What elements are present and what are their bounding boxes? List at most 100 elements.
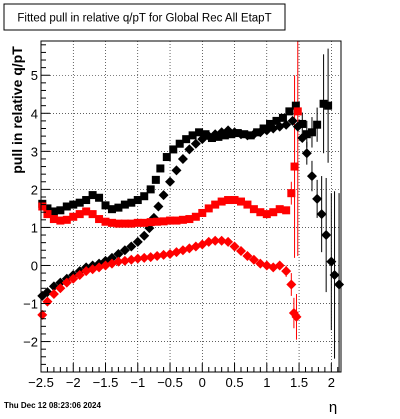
data-point-square <box>198 208 207 217</box>
data-point-square <box>62 202 71 211</box>
data-point-square <box>169 145 178 154</box>
data-point-diamond <box>306 171 317 182</box>
data-point-square <box>88 191 97 200</box>
data-point-square <box>313 120 322 129</box>
data-point-square <box>114 219 123 228</box>
data-point-diamond <box>132 236 143 247</box>
data-point-diamond <box>261 125 272 136</box>
data-point-square <box>211 200 220 209</box>
data-point-square <box>195 128 204 137</box>
x-tick-label: 2 <box>328 375 335 390</box>
data-point-diamond <box>37 309 48 320</box>
data-point-square <box>287 189 296 198</box>
data-point-diamond <box>287 115 298 126</box>
data-point-diamond <box>210 235 221 246</box>
data-point-diamond <box>177 153 188 164</box>
data-point-square <box>56 206 65 215</box>
data-point-square <box>278 113 287 122</box>
data-point-diamond <box>236 246 246 257</box>
data-point-diamond <box>68 273 79 284</box>
data-point-diamond <box>48 289 59 300</box>
data-point-square <box>319 99 328 108</box>
data-point-diamond <box>152 250 163 261</box>
data-point-diamond <box>321 230 332 241</box>
data-point-square <box>185 215 194 224</box>
data-point-square <box>175 139 184 148</box>
x-tick-label: −1.5 <box>93 375 119 390</box>
data-point-diamond <box>274 260 285 271</box>
x-axis-label: η <box>329 399 337 414</box>
data-point-square <box>166 216 175 225</box>
data-point-square <box>56 216 65 225</box>
data-point-diamond <box>158 249 169 260</box>
data-point-diamond <box>61 277 72 288</box>
plot-area <box>41 41 341 372</box>
data-point-diamond <box>165 176 176 187</box>
data-point-diamond <box>113 256 124 267</box>
data-point-square <box>107 205 116 214</box>
data-markers <box>37 99 345 322</box>
data-point-diamond <box>286 279 297 290</box>
data-point-square <box>140 192 149 201</box>
x-tick-label: 1.5 <box>290 375 308 390</box>
y-tick-label: 2 <box>31 182 38 197</box>
data-point-diamond <box>190 138 201 149</box>
data-point-square <box>88 210 97 219</box>
data-point-square <box>95 193 104 202</box>
data-point-diamond <box>145 252 156 263</box>
data-point-square <box>153 217 162 226</box>
data-point-square <box>49 215 58 224</box>
data-point-square <box>259 124 268 133</box>
plot-grid <box>41 41 341 372</box>
data-point-square <box>151 175 160 184</box>
data-point-square <box>275 205 284 214</box>
data-point-diamond <box>281 119 292 130</box>
data-point-square <box>146 185 155 194</box>
data-point-diamond <box>106 252 117 263</box>
data-point-square <box>237 197 245 206</box>
data-point-square <box>178 215 187 224</box>
data-point-diamond <box>113 249 124 260</box>
data-point-square <box>282 206 291 215</box>
data-point-diamond <box>334 279 345 290</box>
data-point-diamond <box>268 123 279 134</box>
data-point-square <box>43 210 52 219</box>
title-box: Fitted pull in relative q/pT for Global … <box>3 3 286 31</box>
y-tick-label: −2 <box>23 335 38 350</box>
data-point-square <box>101 201 110 210</box>
data-point-diamond <box>132 253 143 264</box>
timestamp: Thu Dec 12 08:23:06 2024 <box>4 401 101 410</box>
data-point-square <box>256 208 265 217</box>
data-point-square <box>272 116 281 125</box>
data-point-square <box>182 135 191 144</box>
data-point-square <box>49 207 58 216</box>
data-point-square <box>293 107 302 116</box>
data-point-diamond <box>242 130 253 141</box>
data-point-square <box>269 208 278 217</box>
data-point-square <box>75 210 84 219</box>
data-point-square <box>140 218 149 227</box>
data-point-diamond <box>74 269 85 280</box>
data-point-diamond <box>139 230 150 241</box>
data-point-square <box>249 205 258 214</box>
data-point-square <box>62 215 71 224</box>
y-tick-label: 4 <box>31 106 38 121</box>
data-point-diamond <box>55 283 66 294</box>
data-point-diamond <box>203 236 214 247</box>
data-point-diamond <box>326 256 337 267</box>
data-point-square <box>38 202 47 211</box>
data-point-diamond <box>158 190 169 201</box>
x-tick-label: −1 <box>130 375 145 390</box>
data-point-square <box>207 134 216 143</box>
data-point-diamond <box>292 121 303 132</box>
y-tick-label: −1 <box>23 297 38 312</box>
data-point-square <box>243 200 252 209</box>
data-point-square <box>127 198 136 207</box>
data-point-square <box>204 204 213 213</box>
data-point-square <box>133 196 142 205</box>
data-point-diamond <box>55 277 66 288</box>
x-tick-label: 0.5 <box>226 375 244 390</box>
y-tick-label: 3 <box>31 144 38 159</box>
